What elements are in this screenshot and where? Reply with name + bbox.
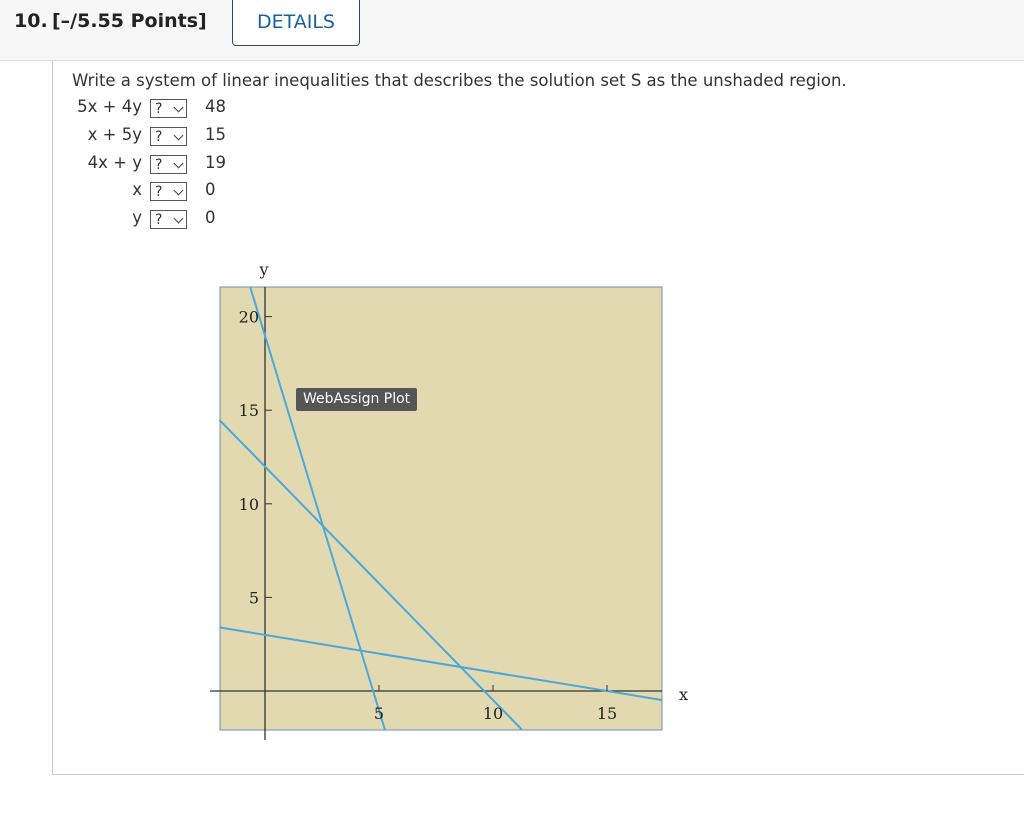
boundary-line (249, 286, 386, 731)
question-number: 10. (14, 10, 48, 32)
inequality-lhs: 5x + 4y (77, 97, 142, 116)
inequality-rhs: 15 (205, 124, 226, 144)
boundary-line (219, 626, 662, 701)
header (0, 0, 1024, 61)
inequality-rhs: 19 (205, 152, 226, 172)
x-tick-label: 5 (374, 704, 384, 723)
relation-select[interactable]: ? (150, 99, 187, 118)
x-tick-label: 10 (483, 704, 503, 723)
x-tick-label: 15 (597, 704, 617, 723)
inequality-lhs: 4x + y (87, 152, 142, 172)
question-panel (52, 61, 1024, 775)
y-tick-label: 5 (249, 588, 259, 607)
points: [–/5.55 Points] (52, 10, 207, 32)
inequality-lhs: x (132, 180, 142, 200)
y-tick-label: 20 (239, 308, 259, 327)
y-tick-label: 15 (239, 401, 259, 420)
relation-select[interactable]: ? (150, 210, 187, 230)
plot-area (219, 286, 663, 731)
details-button[interactable]: DETAILS (232, 0, 360, 46)
inequality-rhs: 0 (205, 180, 216, 200)
inequality-lhs: x + 5y (87, 124, 142, 144)
y-axis-label: y (258, 260, 268, 279)
y-tick-label: 10 (239, 495, 259, 514)
ticks: 5 10 15 5 10 15 20 (239, 308, 618, 723)
relation-select[interactable]: ? (150, 126, 187, 146)
prompt: Write a system of linear inequalities th… (72, 71, 847, 90)
relation-select[interactable]: ? (150, 182, 187, 202)
x-axis-label: x (679, 685, 688, 704)
boundary-line (218, 419, 523, 731)
inequality-rhs: 0 (205, 208, 216, 228)
inequality-lhs: y (132, 208, 142, 228)
relation-select[interactable]: ? (150, 154, 187, 174)
inequality-rhs: 48 (205, 97, 226, 116)
tooltip: WebAssign Plot (296, 388, 418, 411)
